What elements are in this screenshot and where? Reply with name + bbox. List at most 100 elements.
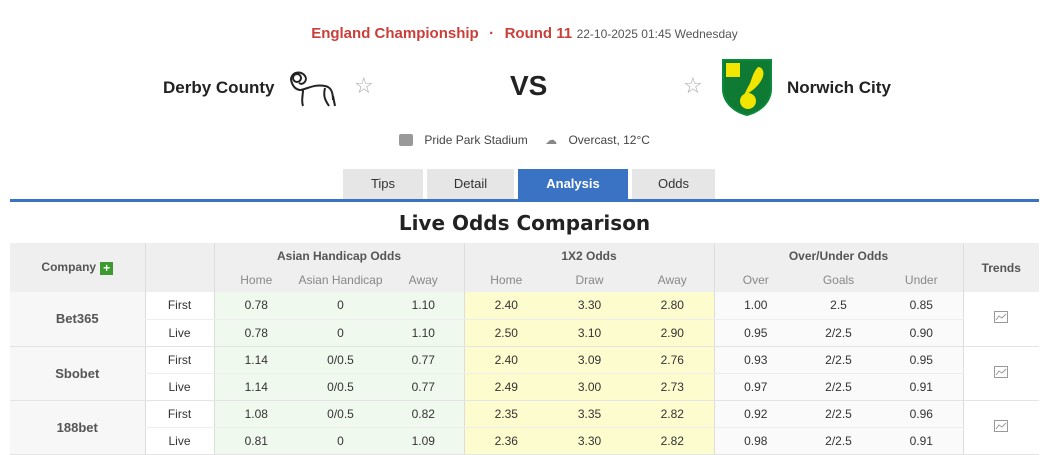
- odds-cell: 0.78: [213, 319, 298, 347]
- tab-tips[interactable]: Tips: [343, 169, 423, 199]
- venue-weather: Pride Park Stadium ☁ Overcast, 12°C: [0, 132, 1049, 147]
- tab-odds[interactable]: Odds: [632, 169, 715, 199]
- odds-cell: 2.82: [631, 400, 714, 428]
- company-name[interactable]: Bet365: [10, 292, 145, 347]
- odds-cell: 2.36: [463, 427, 548, 455]
- subheader-goals: Goals: [797, 268, 880, 292]
- trends-cell[interactable]: [962, 292, 1039, 347]
- match-header: England Championship · Round 11 22-10-20…: [0, 25, 1049, 42]
- subheader-under: Under: [880, 268, 963, 292]
- odds-cell: 1.10: [383, 292, 464, 320]
- subheader-home: Home: [463, 268, 548, 292]
- weather-icon: ☁: [545, 132, 558, 147]
- asian-handicap-header: Asian Handicap Odds: [213, 243, 464, 268]
- odds-type: First: [144, 292, 214, 320]
- odds-cell: 2.73: [631, 373, 714, 401]
- odds-cell: 0.97: [713, 373, 797, 401]
- company-name[interactable]: Sbobet: [10, 346, 145, 401]
- tab-analysis[interactable]: Analysis: [518, 169, 628, 199]
- odds-cell: 0: [298, 427, 383, 455]
- odds-cell: 0.91: [880, 427, 963, 455]
- odds-cell: 2.35: [463, 400, 548, 428]
- company-header: Company +: [10, 243, 145, 292]
- odds-cell: 0: [298, 319, 383, 347]
- trend-chart-icon[interactable]: [994, 365, 1009, 378]
- add-company-plus-icon[interactable]: +: [100, 261, 114, 275]
- odds-cell: 0.93: [713, 346, 797, 374]
- type-header: [144, 243, 214, 292]
- table-row: Live 0.78 0 1.10 2.50 3.10 2.90 0.95 2/2.5 0.90: [10, 319, 1039, 347]
- odds-cell: 3.30: [548, 292, 631, 320]
- odds-cell: 2.80: [631, 292, 714, 320]
- odds-cell: 3.35: [548, 400, 631, 428]
- odds-cell: 2/2.5: [797, 373, 880, 401]
- odds-type: Live: [144, 373, 214, 401]
- odds-cell: 3.09: [548, 346, 631, 374]
- subheader-draw: Draw: [548, 268, 631, 292]
- match-datetime: 22-10-2025 01:45 Wednesday: [576, 27, 738, 41]
- league-name[interactable]: England Championship: [311, 25, 479, 42]
- 1x2-header: 1X2 Odds: [463, 243, 714, 268]
- odds-cell: 2.90: [631, 319, 714, 347]
- subheader-away: Away: [383, 268, 464, 292]
- favorite-home-star-icon[interactable]: ☆: [354, 74, 374, 99]
- odds-cell: 0.77: [383, 346, 464, 374]
- odds-cell: 1.10: [383, 319, 464, 347]
- home-team-name[interactable]: Derby County: [163, 78, 275, 97]
- odds-cell: 0.91: [880, 373, 963, 401]
- table-row: Live 0.81 0 1.09 2.36 3.30 2.82 0.98 2/2.5 0.91: [10, 427, 1039, 455]
- table-row: Sbobet First 1.14 0/0.5 0.77 2.40 3.09 2.76 0.93…: [10, 346, 1039, 401]
- odds-type: Live: [144, 427, 214, 455]
- odds-cell: 2.40: [463, 346, 548, 374]
- odds-cell: 1.14: [213, 373, 298, 401]
- subheader-over: Over: [713, 268, 797, 292]
- table-row: Bet365 First 0.78 0 1.10 2.40 3.30 2.80 1.00 2.5 0…: [10, 292, 1039, 347]
- norwich-city-logo: [722, 59, 772, 116]
- odds-cell: 2.76: [631, 346, 714, 374]
- odds-table: Company + Asian Handicap Odds 1X2 Odds Ov…: [10, 243, 1039, 455]
- odds-cell: 0.77: [383, 373, 464, 401]
- odds-cell: 2.50: [463, 319, 548, 347]
- odds-cell: 0.92: [713, 400, 797, 428]
- away-team-name[interactable]: Norwich City: [787, 78, 891, 97]
- odds-cell: 0.82: [383, 400, 464, 428]
- stadium-icon: [399, 133, 414, 146]
- odds-cell: 0.98: [713, 427, 797, 455]
- odds-cell: 0.78: [213, 292, 298, 320]
- trends-cell[interactable]: [962, 346, 1039, 401]
- subheader-asian-handicap: Asian Handicap: [298, 268, 383, 292]
- odds-cell: 2.40: [463, 292, 548, 320]
- odds-type: First: [144, 400, 214, 428]
- trend-chart-icon[interactable]: [994, 311, 1009, 324]
- weather-text: Overcast, 12°C: [568, 132, 650, 147]
- odds-cell: 1.09: [383, 427, 464, 455]
- trend-chart-icon[interactable]: [994, 419, 1009, 432]
- section-title: Live Odds Comparison: [398, 211, 651, 235]
- odds-cell: 0.90: [880, 319, 963, 347]
- odds-cell: 0.81: [213, 427, 298, 455]
- venue-name: Pride Park Stadium: [424, 132, 528, 147]
- odds-cell: 1.00: [713, 292, 797, 320]
- odds-cell: 2.82: [631, 427, 714, 455]
- round: Round 11: [504, 25, 573, 42]
- company-name[interactable]: 188bet: [10, 400, 145, 455]
- odds-cell: 0.85: [880, 292, 963, 320]
- tab-detail[interactable]: Detail: [427, 169, 514, 199]
- odds-cell: 3.00: [548, 373, 631, 401]
- odds-cell: 3.10: [548, 319, 631, 347]
- odds-cell: 1.08: [213, 400, 298, 428]
- favorite-away-star-icon[interactable]: ☆: [683, 74, 703, 99]
- odds-cell: 0: [298, 292, 383, 320]
- odds-type: First: [144, 346, 214, 374]
- odds-cell: 0.95: [713, 319, 797, 347]
- odds-cell: 3.30: [548, 427, 631, 455]
- odds-type: Live: [144, 319, 214, 347]
- over-under-header: Over/Under Odds: [713, 243, 963, 268]
- odds-cell: 0.95: [880, 346, 963, 374]
- odds-cell: 2.5: [797, 292, 880, 320]
- subheader-home: Home: [213, 268, 298, 292]
- odds-cell: 2/2.5: [797, 346, 880, 374]
- odds-cell: 0.96: [880, 400, 963, 428]
- odds-cell: 2/2.5: [797, 427, 880, 455]
- trends-cell[interactable]: [962, 400, 1039, 455]
